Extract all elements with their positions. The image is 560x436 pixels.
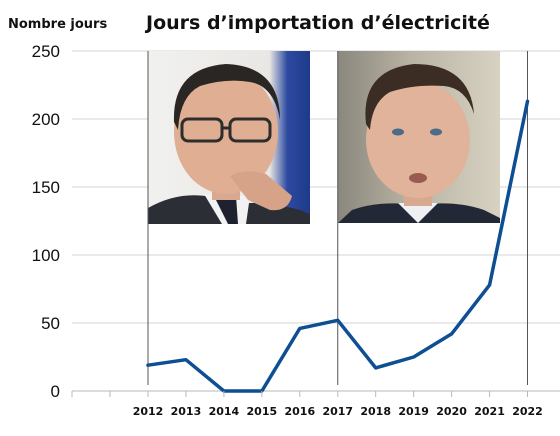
x-tick-label: 2017 xyxy=(322,405,353,418)
x-tick-label: 2019 xyxy=(398,405,429,418)
y-tick-label: 100 xyxy=(32,246,60,265)
x-tick-label: 2018 xyxy=(360,405,391,418)
x-tick-label: 2021 xyxy=(474,405,505,418)
y-axis-title: Nombre jours xyxy=(8,17,107,32)
y-tick-label: 150 xyxy=(32,178,60,197)
y-tick-label: 50 xyxy=(41,314,60,333)
portrait-right-image xyxy=(338,51,500,223)
chart-title: Jours d’importation d’électricité xyxy=(144,12,490,34)
y-axis: 0 50 100 150 200 250 xyxy=(32,42,60,401)
x-tick-label: 2013 xyxy=(171,405,202,418)
y-tick-label: 200 xyxy=(32,110,60,129)
x-axis: 2012 2013 2014 2015 2016 2017 2018 2019 2020 2021… xyxy=(71,391,543,418)
x-tick-label: 2014 xyxy=(209,405,240,418)
y-tick-label: 0 xyxy=(51,382,60,401)
x-tick-label: 2015 xyxy=(247,405,278,418)
portrait-left-image xyxy=(148,51,310,224)
x-tick-label: 2020 xyxy=(436,405,467,418)
x-tick-label: 2022 xyxy=(512,405,543,418)
x-tick-label: 2012 xyxy=(133,405,164,418)
x-tick-label: 2016 xyxy=(284,405,315,418)
series-line xyxy=(146,99,530,393)
y-tick-label: 250 xyxy=(32,42,60,61)
series-group xyxy=(146,99,530,393)
